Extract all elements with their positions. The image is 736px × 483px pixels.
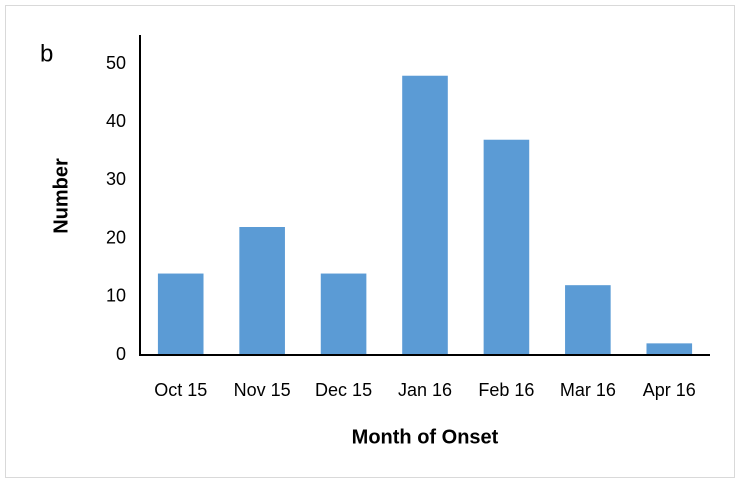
- y-tick-label: 0: [116, 344, 126, 364]
- y-tick-label: 40: [106, 111, 126, 131]
- y-tick-label: 10: [106, 286, 126, 306]
- y-tick-label: 50: [106, 53, 126, 73]
- x-axis-label: Month of Onset: [352, 426, 499, 448]
- x-tick-label: Jan 16: [398, 380, 452, 400]
- bar: [402, 75, 448, 356]
- bar: [239, 227, 285, 355]
- y-tick-label: 20: [106, 227, 126, 247]
- x-tick-label: Apr 16: [643, 380, 696, 400]
- bar: [646, 343, 693, 355]
- x-tick-label: Mar 16: [560, 380, 616, 400]
- chart-frame: [5, 5, 735, 478]
- x-tick-label: Dec 15: [315, 380, 372, 400]
- x-tick-label: Nov 15: [234, 380, 291, 400]
- bar: [565, 285, 611, 355]
- bar: [483, 139, 530, 355]
- x-tick-label: Feb 16: [478, 380, 534, 400]
- x-tick-label: Oct 15: [154, 380, 207, 400]
- panel-label: b: [40, 40, 53, 67]
- y-axis-label: Number: [50, 158, 72, 234]
- bar: [157, 273, 204, 355]
- y-tick-label: 30: [106, 169, 126, 189]
- bar: [320, 273, 367, 355]
